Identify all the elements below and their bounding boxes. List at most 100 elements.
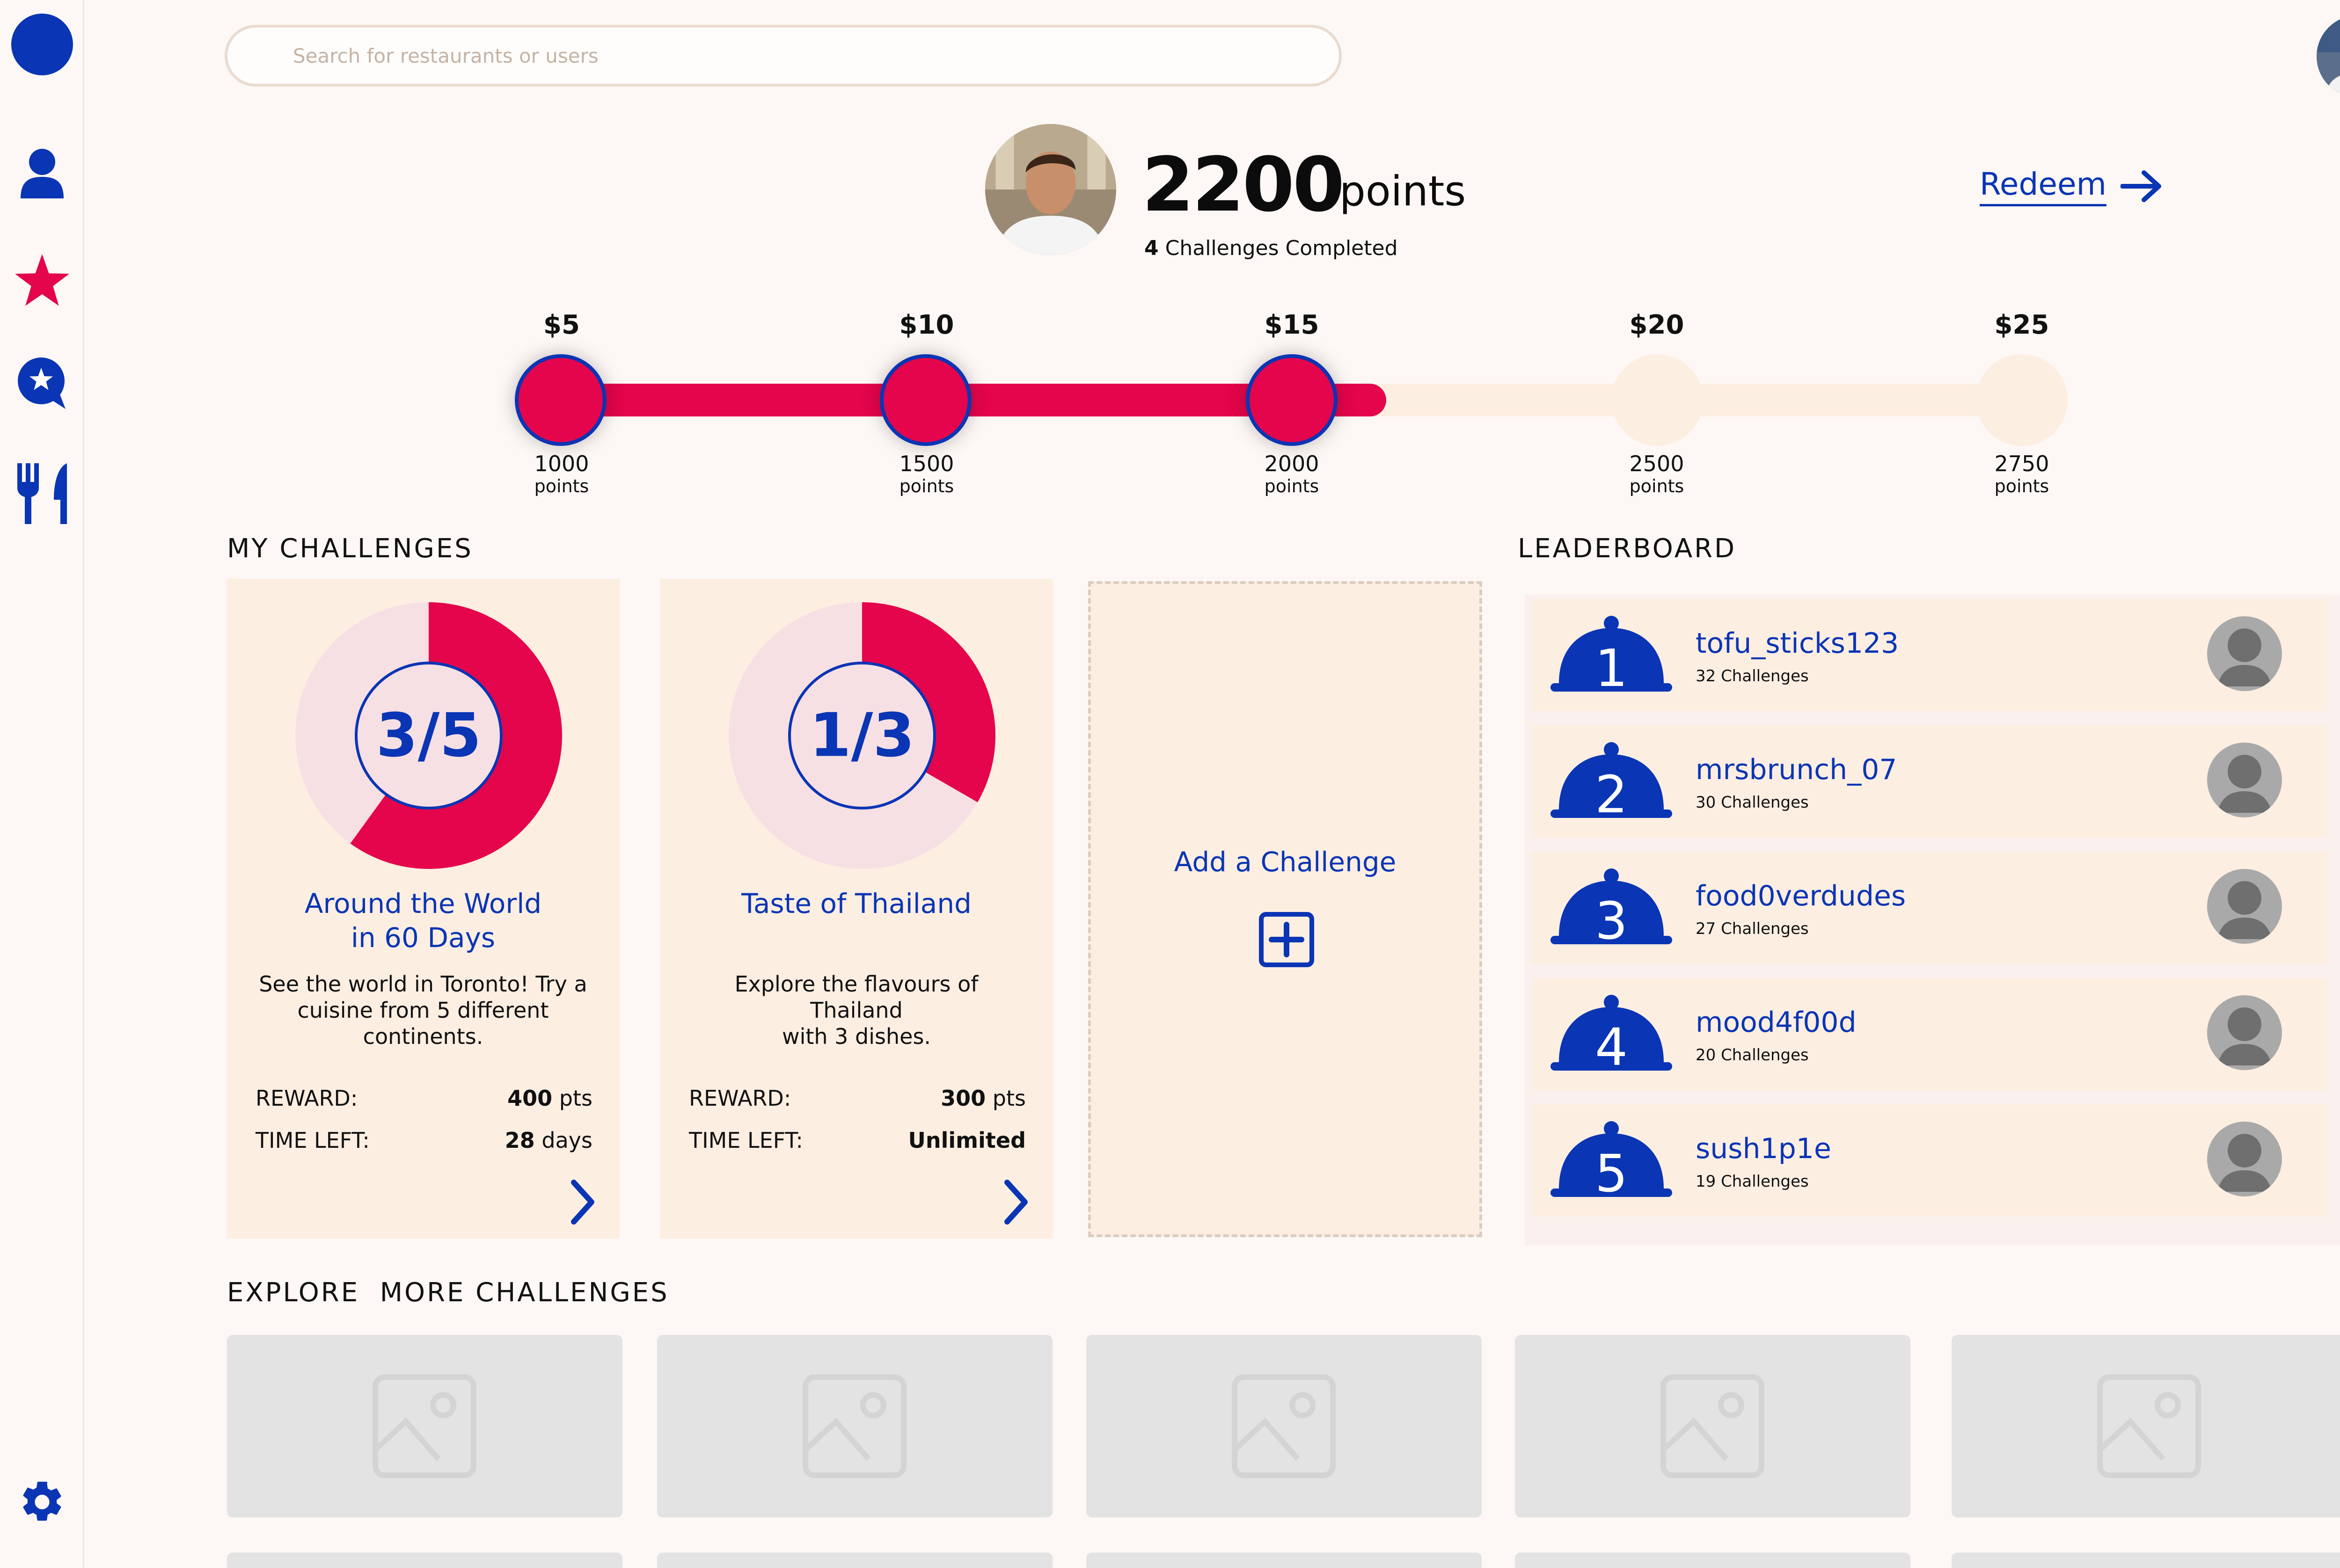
progress-ring: 1/3 [729, 602, 995, 869]
leaderboard-row[interactable]: 1 tofu_sticks123 32 Challenges [1532, 599, 2327, 711]
review-bubble-icon[interactable] [0, 356, 84, 412]
rank-number: 4 [1595, 1017, 1628, 1076]
image-placeholder-icon [1660, 1374, 1764, 1478]
add-challenge-card[interactable]: Add a Challenge [1088, 581, 1482, 1237]
profile-icon[interactable] [0, 145, 84, 201]
time-left-value: Unlimited [908, 1128, 1026, 1153]
challenge-card[interactable]: 1/3 Taste of Thailand Explore the flavou… [660, 579, 1053, 1239]
explore-tile[interactable] [1952, 1335, 2340, 1517]
avatar-placeholder-icon[interactable] [2207, 995, 2282, 1070]
leaderboard-username[interactable]: mood4f00d [1696, 1006, 1857, 1039]
reward-row: REWARD: 400 pts [256, 1086, 592, 1111]
search-bar[interactable] [225, 25, 1342, 87]
time-left-row: TIME LEFT: 28 days [256, 1128, 592, 1153]
points-value: 2200 [1142, 141, 1345, 228]
progress-ring: 3/5 [295, 602, 562, 869]
avatar-placeholder-icon[interactable] [2207, 616, 2282, 691]
image-placeholder-icon [2097, 1374, 2201, 1478]
challenges-completed-label: Challenges Completed [1165, 236, 1398, 260]
leaderboard-row[interactable]: 4 mood4f00d 20 Challenges [1532, 978, 2327, 1090]
explore-tile[interactable] [1952, 1553, 2340, 1568]
explore-title: EXPLORE MORE CHALLENGES [227, 1277, 669, 1308]
logo-circle-icon[interactable] [0, 12, 84, 77]
milestone: $25 [1928, 310, 2115, 340]
challenge-title-line: Taste of Thailand [741, 888, 972, 919]
my-challenges-title: MY CHALLENGES [227, 533, 473, 564]
explore-tile[interactable] [1086, 1553, 1482, 1568]
profile-photo [985, 124, 1116, 255]
utensils-icon[interactable] [0, 461, 84, 526]
explore-tile[interactable] [227, 1553, 622, 1568]
leaderboard-username[interactable]: food0verdudes [1696, 880, 1906, 912]
leaderboard-row[interactable]: 2 mrsbrunch_07 30 Challenges [1532, 725, 2327, 838]
rank-number: 1 [1595, 638, 1628, 697]
time-left-amount: 28 [505, 1128, 535, 1153]
challenge-title[interactable]: Around the World in 60 Days [227, 887, 620, 955]
avatar-placeholder-icon[interactable] [2207, 743, 2282, 817]
rank-cloche-icon: 5 [1550, 1121, 1672, 1203]
milestone-points-value: 1000 [534, 451, 589, 476]
milestone: $20 [1563, 310, 1750, 340]
milestone-amount: $10 [899, 310, 954, 340]
search-input[interactable] [293, 28, 1276, 84]
add-challenge-label: Add a Challenge [1174, 846, 1397, 878]
rank-cloche-icon: 4 [1550, 995, 1672, 1076]
time-left-label: TIME LEFT: [256, 1128, 370, 1153]
explore-tile[interactable] [1515, 1553, 1910, 1568]
explore-tile[interactable] [657, 1553, 1053, 1568]
avatar-placeholder-icon[interactable] [2207, 869, 2282, 944]
explore-tile[interactable] [1086, 1335, 1482, 1517]
leaderboard-count: 19 Challenges [1696, 1172, 1809, 1191]
milestone-dot [1246, 354, 1338, 446]
milestone-points: 1000 points [468, 452, 655, 496]
challenge-card[interactable]: 3/5 Around the World in 60 Days See the … [227, 579, 620, 1239]
challenge-title[interactable]: Taste of Thailand [660, 887, 1053, 921]
explore-tile[interactable] [227, 1335, 622, 1517]
milestone-points-label: points [899, 475, 954, 496]
reward-row: REWARD: 300 pts [689, 1086, 1026, 1111]
leaderboard-row[interactable]: 3 food0verdudes 27 Challenges [1532, 852, 2327, 964]
challenge-desc-line: continents. [363, 1024, 483, 1050]
time-left-amount: Unlimited [908, 1128, 1026, 1153]
leaderboard-row[interactable]: 5 sush1p1e 19 Challenges [1532, 1104, 2327, 1217]
gear-icon[interactable] [0, 1474, 84, 1530]
leaderboard-username[interactable]: sush1p1e [1696, 1132, 1831, 1165]
challenge-desc-line: cuisine from 5 different [297, 998, 549, 1023]
reward-unit: pts [559, 1086, 592, 1111]
milestone-amount: $25 [1994, 310, 2049, 340]
explore-tile[interactable] [657, 1335, 1053, 1517]
milestone-points-value: 2000 [1264, 451, 1319, 476]
milestone-amount: $5 [543, 310, 580, 340]
challenge-title-line: in 60 Days [351, 921, 496, 954]
milestone-dot [515, 354, 607, 446]
milestone: $15 [1198, 310, 1385, 340]
explore-tile[interactable] [1515, 1335, 1910, 1517]
leaderboard-count: 32 Challenges [1696, 667, 1809, 686]
arrow-right-icon [2120, 170, 2161, 202]
leaderboard-username[interactable]: tofu_sticks123 [1696, 627, 1899, 660]
redeem-label: Redeem [1980, 166, 2106, 206]
leaderboard-panel: 1 tofu_sticks123 32 Challenges 2 mrsbrun… [1525, 594, 2340, 1246]
milestone-points: 2000 points [1198, 452, 1385, 496]
user-avatar[interactable] [2317, 15, 2340, 97]
avatar-placeholder-icon[interactable] [2207, 1122, 2282, 1196]
reward-unit: pts [992, 1086, 1026, 1111]
leaderboard-username[interactable]: mrsbrunch_07 [1696, 753, 1897, 786]
leaderboard-count: 30 Challenges [1696, 793, 1809, 812]
milestone-points-label: points [534, 475, 589, 496]
milestone-points: 2750 points [1928, 452, 2115, 496]
time-left-row: TIME LEFT: Unlimited [689, 1128, 1026, 1153]
redeem-link[interactable]: Redeem [1980, 166, 2163, 206]
milestone-points-label: points [1629, 475, 1684, 496]
chevron-right-icon[interactable] [1002, 1179, 1031, 1225]
image-placeholder-icon [373, 1374, 476, 1478]
milestone-points-value: 2500 [1629, 451, 1684, 476]
rank-cloche-icon: 1 [1550, 616, 1672, 697]
add-square-icon[interactable] [1258, 912, 1315, 968]
chevron-right-icon[interactable] [569, 1179, 597, 1225]
milestone-points-label: points [1994, 475, 2049, 496]
milestone-dot [1611, 354, 1703, 446]
star-icon[interactable] [0, 253, 84, 309]
progress-ring-text: 3/5 [376, 701, 482, 771]
milestone-points-value: 1500 [899, 451, 954, 476]
